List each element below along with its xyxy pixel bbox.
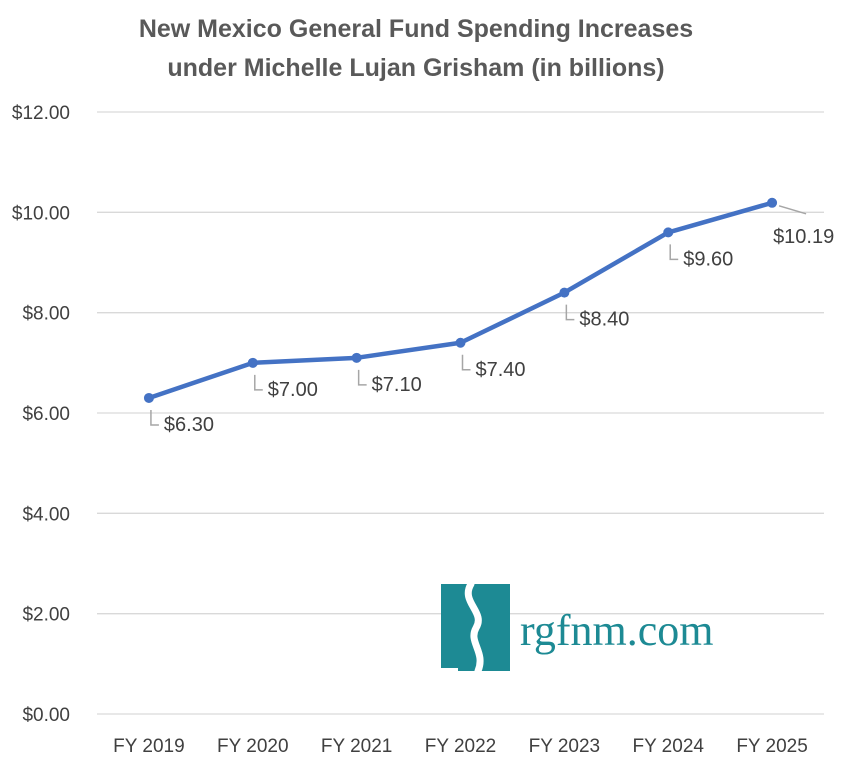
data-label-leader: [461, 354, 471, 371]
chart-title-line-1: New Mexico General Fund Spending Increas…: [139, 15, 693, 43]
gridlines: [97, 111, 824, 715]
data-point: [247, 357, 258, 368]
data-label-leaders: [150, 205, 807, 426]
x-axis-tick-labels: FY 2019 FY 2020 FY 2021 FY 2022 FY 2023 FY 20…: [113, 736, 808, 757]
data-label: $6.30: [164, 414, 214, 436]
x-tick-label: FY 2025: [736, 736, 807, 757]
x-tick-label: FY 2019: [113, 736, 184, 757]
data-label: $7.40: [476, 359, 526, 381]
data-label-leader: [150, 409, 159, 426]
x-tick-label: FY 2024: [632, 736, 704, 757]
data-point: [143, 392, 154, 403]
data-label-leader: [565, 304, 575, 321]
data-label-leader: [254, 374, 263, 391]
data-label-leader: [357, 369, 367, 386]
y-axis-tick-labels: $0.00 $2.00 $4.00 $6.00 $8.00 $10.00 $12.00: [12, 103, 70, 726]
data-label: $8.40: [579, 309, 629, 331]
logo-text: rgfnm.com: [520, 606, 714, 655]
new-mexico-river-icon: [441, 580, 510, 675]
data-point: [351, 352, 362, 363]
x-tick-label: FY 2023: [529, 736, 600, 757]
series-line: [146, 200, 775, 401]
y-tick-label: $0.00: [22, 705, 70, 726]
data-label: $7.00: [268, 379, 318, 401]
y-tick-label: $2.00: [22, 605, 70, 626]
y-tick-label: $8.00: [22, 304, 70, 325]
data-point: [767, 197, 778, 208]
y-tick-label: $12.00: [12, 103, 70, 124]
data-label: $9.60: [683, 248, 733, 270]
y-tick-label: $10.00: [12, 203, 70, 224]
data-point: [663, 227, 674, 238]
chart-title: New Mexico General Fund Spending Increas…: [139, 15, 693, 82]
rgfnm-logo: rgfnm.com: [441, 580, 714, 675]
data-label: $10.19: [773, 226, 834, 248]
x-tick-label: FY 2020: [217, 736, 288, 757]
data-labels: $6.30 $7.00 $7.10 $7.40 $8.40 $9.60 $10.19: [164, 226, 834, 436]
y-tick-label: $6.00: [22, 404, 70, 425]
y-tick-label: $4.00: [22, 504, 70, 525]
series: [143, 197, 778, 403]
x-tick-label: FY 2022: [425, 736, 496, 757]
data-label-leader: [778, 205, 807, 215]
data-point: [455, 337, 466, 348]
x-tick-label: FY 2021: [321, 736, 392, 757]
chart-title-line-2: under Michelle Lujan Grisham (in billion…: [167, 54, 664, 82]
data-point: [559, 287, 570, 298]
data-label: $7.10: [372, 374, 422, 396]
data-label-leader: [669, 244, 679, 261]
